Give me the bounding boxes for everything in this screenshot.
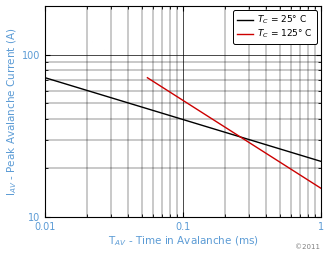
$T_C$ = 125° C	[179, 98, 183, 101]
Line: $T_C$ = 125° C: $T_C$ = 125° C	[148, 78, 321, 188]
$T_C$ = 25° C	[43, 76, 47, 79]
$T_C$ = 125° C	[305, 178, 309, 181]
$T_C$ = 25° C	[96, 92, 100, 95]
$T_C$ = 125° C	[319, 187, 323, 190]
X-axis label: T$_{AV}$ - Time in Avalanche (ms): T$_{AV}$ - Time in Avalanche (ms)	[108, 235, 259, 248]
$T_C$ = 25° C	[208, 126, 212, 129]
$T_C$ = 25° C	[319, 160, 323, 163]
$T_C$ = 125° C	[249, 142, 253, 145]
$T_C$ = 125° C	[146, 76, 149, 79]
$T_C$ = 25° C	[107, 96, 111, 99]
$T_C$ = 125° C	[186, 102, 190, 105]
$T_C$ = 25° C	[306, 156, 310, 159]
Y-axis label: I$_{AV}$ - Peak Avalanche Current (A): I$_{AV}$ - Peak Avalanche Current (A)	[6, 27, 19, 196]
$T_C$ = 25° C	[297, 153, 301, 156]
$T_C$ = 125° C	[235, 133, 239, 136]
$T_C$ = 125° C	[311, 181, 314, 184]
$T_C$ = 25° C	[185, 119, 189, 122]
Line: $T_C$ = 25° C: $T_C$ = 25° C	[45, 78, 321, 162]
Legend: $T_C$ = 25° C, $T_C$ = 125° C: $T_C$ = 25° C, $T_C$ = 125° C	[233, 10, 317, 44]
Text: ©2011: ©2011	[295, 244, 320, 250]
